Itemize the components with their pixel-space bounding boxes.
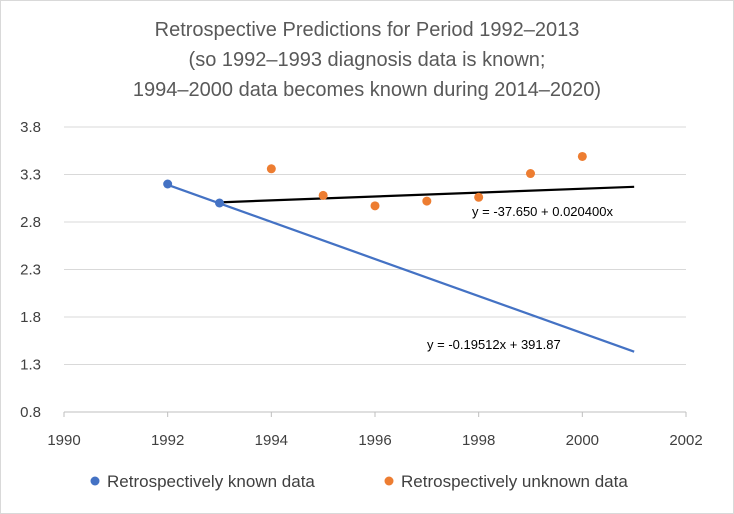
unknown-data-point: [526, 169, 535, 179]
known-trend-line: [167, 183, 635, 353]
legend: Retrospectively known data Retrospective…: [90, 472, 628, 491]
known-data-point: [215, 198, 224, 208]
x-tick-label: 1996: [358, 432, 391, 449]
x-tick-label: 1994: [255, 432, 288, 449]
legend-marker-known: [90, 476, 100, 486]
y-tick-label: 1.3: [20, 357, 41, 374]
y-tick-label: 1.8: [20, 309, 41, 326]
y-tick-label: 2.8: [20, 214, 41, 231]
trendline-equations: y = -37.650 + 0.020400x y = -0.19512x + …: [427, 204, 613, 352]
x-tick-label: 1992: [151, 432, 184, 449]
unknown-trend-line: [219, 185, 635, 204]
unknown-data-point: [422, 196, 432, 206]
x-tick-label: 1998: [462, 432, 495, 449]
y-tick-label: 3.8: [20, 119, 41, 136]
legend-marker-unknown: [384, 476, 394, 486]
data-points: [163, 151, 587, 211]
legend-label-known: Retrospectively known data: [107, 472, 315, 491]
unknown-data-point: [318, 190, 328, 200]
y-gridlines: [64, 126, 686, 365]
x-tick-label: 2000: [566, 432, 599, 449]
unknown-data-point: [577, 151, 587, 161]
known-data-point: [163, 179, 173, 189]
x-tick-label: 1990: [47, 432, 80, 449]
unknown-data-point: [370, 201, 380, 211]
unknown-trend-equation: y = -37.650 + 0.020400x: [472, 204, 613, 219]
known-trend-equation: y = -0.19512x + 391.87: [427, 337, 561, 352]
y-tick-label: 3.3: [20, 167, 41, 184]
legend-label-unknown: Retrospectively unknown data: [401, 472, 628, 491]
unknown-data-point: [474, 192, 484, 202]
trendlines: [167, 183, 635, 353]
chart-title-line-2: (so 1992–1993 diagnosis data is known;: [189, 49, 546, 71]
x-tick-label: 2002: [669, 432, 702, 449]
chart-title-line-1: Retrospective Predictions for Period 199…: [155, 19, 580, 41]
chart-title: Retrospective Predictions for Period 199…: [133, 19, 601, 101]
unknown-data-point: [266, 164, 276, 174]
y-tick-label: 2.3: [20, 262, 41, 279]
chart-title-line-3: 1994–2000 data becomes known during 2014…: [133, 79, 601, 101]
y-tick-label: 0.8: [20, 404, 41, 421]
axes: 0.8 1.3 1.8 2.3 2.8 3.3 3.8 1990 1992 1994 1996 199…: [20, 119, 703, 449]
